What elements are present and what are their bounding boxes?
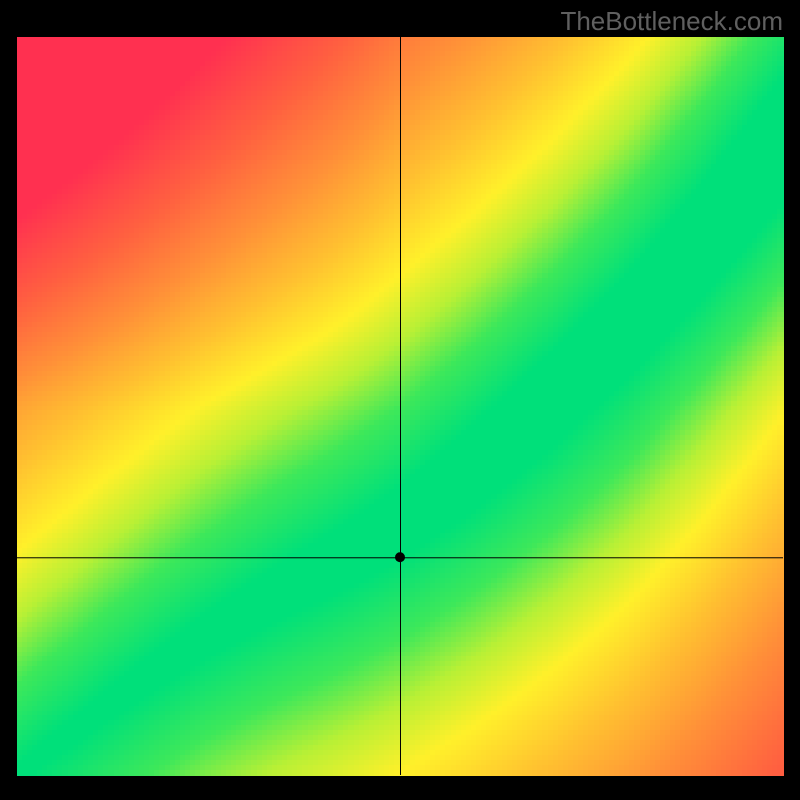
bottleneck-heatmap bbox=[0, 0, 800, 800]
watermark-text: TheBottleneck.com bbox=[560, 6, 783, 37]
chart-container: TheBottleneck.com bbox=[0, 0, 800, 800]
